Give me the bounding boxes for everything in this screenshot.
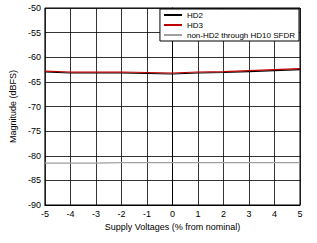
svg-text:2: 2 <box>221 209 226 219</box>
svg-text:-70: -70 <box>28 102 41 112</box>
svg-text:3: 3 <box>246 209 251 219</box>
svg-text:-2: -2 <box>117 209 125 219</box>
svg-text:-85: -85 <box>28 175 41 185</box>
svg-text:4: 4 <box>272 209 277 219</box>
svg-text:-65: -65 <box>28 77 41 87</box>
svg-text:Magnitude (dBFS): Magnitude (dBFS) <box>8 70 18 143</box>
svg-text:-50: -50 <box>28 3 41 13</box>
svg-text:-75: -75 <box>28 126 41 136</box>
svg-text:HD2: HD2 <box>187 11 204 20</box>
svg-text:HD3: HD3 <box>187 21 204 30</box>
svg-text:-5: -5 <box>41 209 49 219</box>
svg-text:-60: -60 <box>28 52 41 62</box>
svg-text:-80: -80 <box>28 151 41 161</box>
svg-text:non-HD2 through HD10 SFDR: non-HD2 through HD10 SFDR <box>187 31 295 40</box>
svg-text:-1: -1 <box>143 209 151 219</box>
svg-text:-90: -90 <box>28 200 41 210</box>
svg-text:-4: -4 <box>66 209 74 219</box>
svg-text:-55: -55 <box>28 28 41 38</box>
svg-text:-3: -3 <box>92 209 100 219</box>
svg-text:Supply Voltages (% from nomina: Supply Voltages (% from nominal) <box>105 222 241 232</box>
svg-text:5: 5 <box>297 209 302 219</box>
svg-text:0: 0 <box>170 209 175 219</box>
svg-text:1: 1 <box>195 209 200 219</box>
